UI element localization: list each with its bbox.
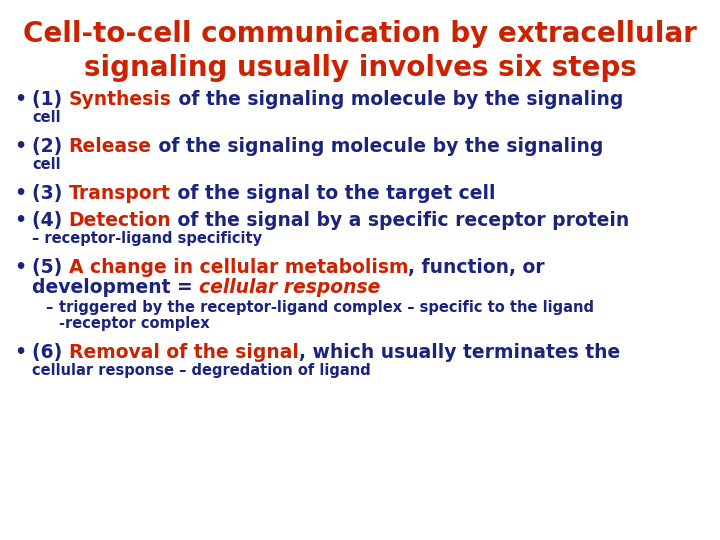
Text: (1): (1) — [32, 90, 68, 109]
Text: –: – — [45, 300, 53, 315]
Text: •: • — [14, 343, 26, 362]
Text: – receptor-ligand specificity: – receptor-ligand specificity — [32, 231, 262, 246]
Text: cellular response: cellular response — [199, 278, 381, 297]
Text: •: • — [14, 211, 26, 230]
Text: -receptor complex: -receptor complex — [59, 316, 210, 331]
Text: triggered by the receptor-ligand complex – specific to the ligand: triggered by the receptor-ligand complex… — [59, 300, 594, 315]
Text: Removal of the signal: Removal of the signal — [68, 343, 299, 362]
Text: (3): (3) — [32, 184, 69, 203]
Text: Cell-to-cell communication by extracellular
signaling usually involves six steps: Cell-to-cell communication by extracellu… — [23, 20, 697, 82]
Text: of the signal by a specific receptor protein: of the signal by a specific receptor pro… — [171, 211, 629, 230]
Text: Transport: Transport — [69, 184, 171, 203]
Text: , which usually terminates the: , which usually terminates the — [299, 343, 620, 362]
Text: cellular response – degredation of ligand: cellular response – degredation of ligan… — [32, 363, 371, 378]
Text: of the signaling molecule by the signaling: of the signaling molecule by the signali… — [171, 90, 623, 109]
Text: of the signal to the target cell: of the signal to the target cell — [171, 184, 495, 203]
Text: Release: Release — [68, 137, 152, 156]
Text: of the signaling molecule by the signaling: of the signaling molecule by the signali… — [152, 137, 603, 156]
Text: A change in cellular metabolism: A change in cellular metabolism — [68, 258, 408, 277]
Text: (2): (2) — [32, 137, 68, 156]
Text: •: • — [14, 90, 26, 109]
Text: development =: development = — [32, 278, 199, 297]
Text: , function, or: , function, or — [408, 258, 545, 277]
Text: cell: cell — [32, 110, 60, 125]
Text: Synthesis: Synthesis — [68, 90, 171, 109]
Text: •: • — [14, 258, 26, 277]
Text: (4): (4) — [32, 211, 68, 230]
Text: •: • — [14, 137, 26, 156]
Text: •: • — [14, 184, 26, 203]
Text: (5): (5) — [32, 258, 68, 277]
Text: (6): (6) — [32, 343, 68, 362]
Text: cell: cell — [32, 157, 60, 172]
Text: Detection: Detection — [68, 211, 171, 230]
